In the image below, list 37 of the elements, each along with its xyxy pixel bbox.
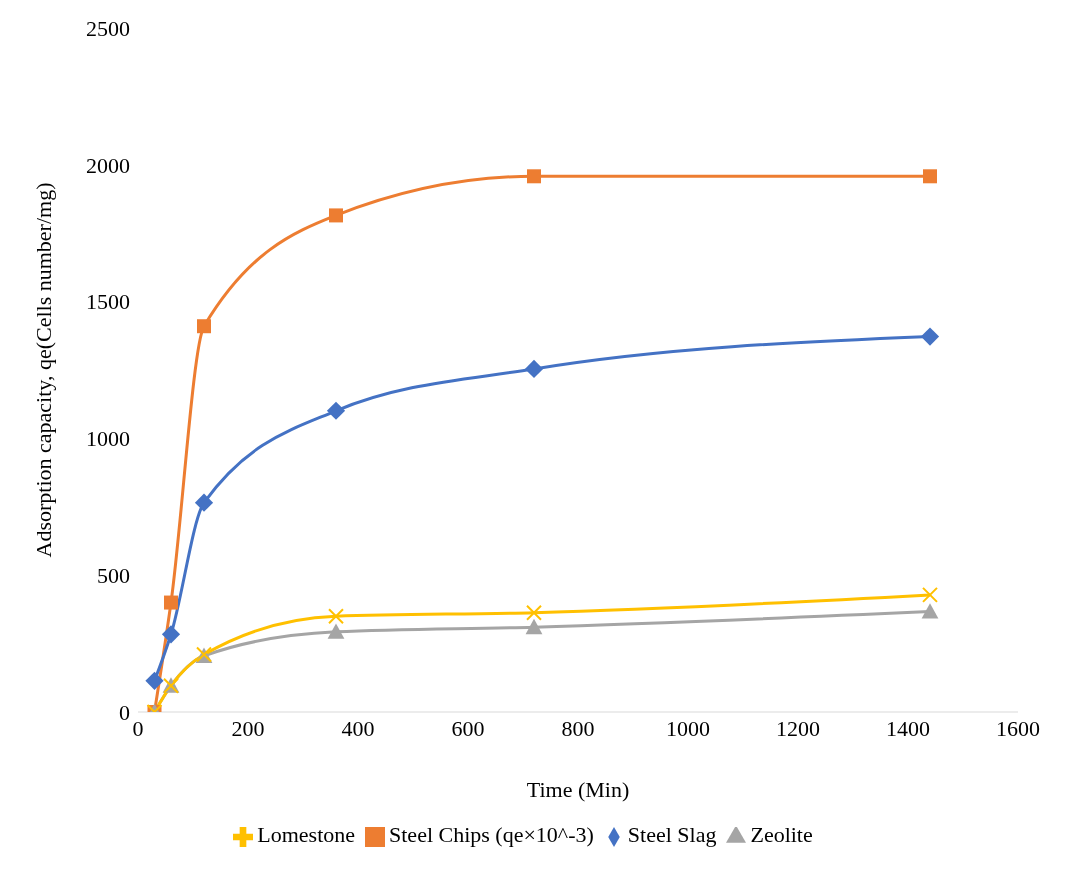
point [923, 169, 937, 184]
point [326, 401, 346, 420]
legend-label: Zeolite [750, 822, 813, 847]
x-tick-label: 1600 [996, 715, 1040, 741]
legend-label: Lomestone [257, 822, 356, 847]
x-tick-label: 1000 [666, 715, 710, 741]
point [921, 603, 939, 619]
point [525, 618, 543, 635]
x-tick-label: 600 [451, 715, 485, 741]
point [526, 604, 542, 621]
y-tick-label: 1000 [86, 426, 130, 452]
x-tick-label: 800 [561, 715, 595, 741]
point [328, 608, 344, 625]
x-tick-label: 1400 [886, 715, 930, 741]
legend-label: Steel Chips (qe×10^-3) [389, 822, 594, 847]
point [145, 671, 164, 690]
y-tick-label: 2500 [86, 15, 130, 41]
point [329, 208, 343, 223]
point [194, 493, 214, 512]
y-tick-label: 1500 [86, 289, 130, 315]
point [922, 586, 938, 603]
x-tick-label: 400 [341, 715, 375, 741]
point [527, 169, 541, 184]
point [197, 319, 211, 334]
x-axis-title: Time (Min) [526, 777, 630, 802]
x-tick-label: 1200 [776, 715, 820, 741]
point [164, 595, 178, 610]
y-tick-label: 0 [119, 699, 130, 725]
point [327, 623, 345, 639]
point [161, 625, 181, 644]
point [920, 327, 940, 346]
legend-label: Steel Slag [627, 822, 717, 847]
x-tick-label: 200 [231, 715, 265, 741]
y-tick-label: 2000 [86, 152, 130, 178]
point [524, 359, 544, 379]
y-tick-label: 500 [97, 563, 130, 589]
y-axis-title: Adsorption capacity, qe(Cells number/mg) [30, 182, 56, 558]
